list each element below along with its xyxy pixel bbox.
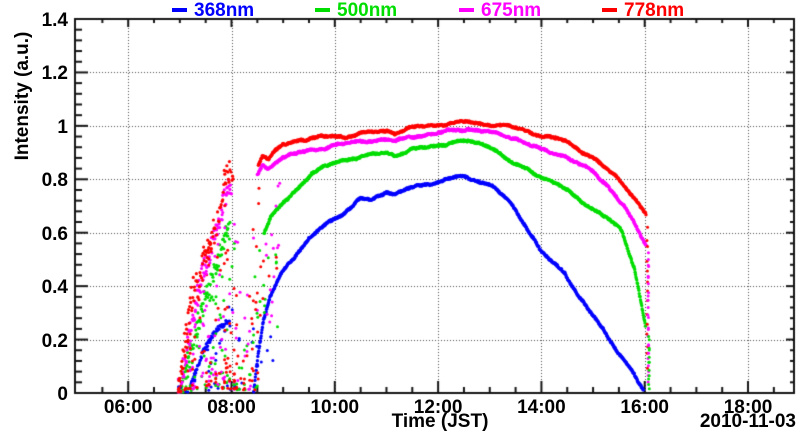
y-axis-title: Intensity (a.u.)	[12, 31, 33, 161]
date-annotation: 2010-11-03	[699, 411, 796, 432]
y-tick-label-0.4: 0.4	[41, 277, 68, 299]
x-tick-label-16:00: 16:00	[620, 397, 670, 418]
y-tick-label-0.2: 0.2	[41, 330, 68, 352]
legend-line-swatch	[602, 8, 617, 12]
chart-legend: 368nm 500nm 675nm 778nm	[0, 0, 800, 20]
legend-item-500nm: 500nm	[315, 0, 397, 20]
x-tick-label-12:00: 12:00	[413, 397, 463, 418]
legend-item-368nm: 368nm	[172, 0, 254, 20]
y-tick-label-1: 1	[57, 116, 68, 138]
legend-label: 675nm	[481, 0, 542, 21]
legend-line-swatch	[315, 8, 330, 12]
x-axis-title: Time (JST)	[391, 411, 489, 432]
legend-line-swatch	[172, 8, 187, 12]
legend-item-675nm: 675nm	[459, 0, 541, 20]
x-tick-label-14:00: 14:00	[517, 397, 566, 418]
legend-label: 368nm	[194, 0, 255, 21]
legend-line-swatch	[459, 8, 474, 12]
legend-item-778nm: 778nm	[602, 0, 684, 20]
x-tick-label-06:00: 06:00	[103, 397, 153, 418]
y-tick-label-1.2: 1.2	[41, 63, 68, 85]
legend-label: 778nm	[624, 0, 685, 21]
y-tick-label-0.6: 0.6	[41, 223, 68, 245]
x-tick-label-08:00: 08:00	[207, 397, 256, 418]
y-tick-label-0: 0	[57, 384, 68, 405]
x-tick-label-10:00: 10:00	[310, 397, 360, 418]
legend-label: 500nm	[337, 0, 398, 21]
x-tick-label-18:00: 18:00	[723, 397, 773, 418]
y-tick-label-0.8: 0.8	[41, 170, 68, 192]
y-tick-label-1.4: 1.4	[41, 10, 68, 31]
